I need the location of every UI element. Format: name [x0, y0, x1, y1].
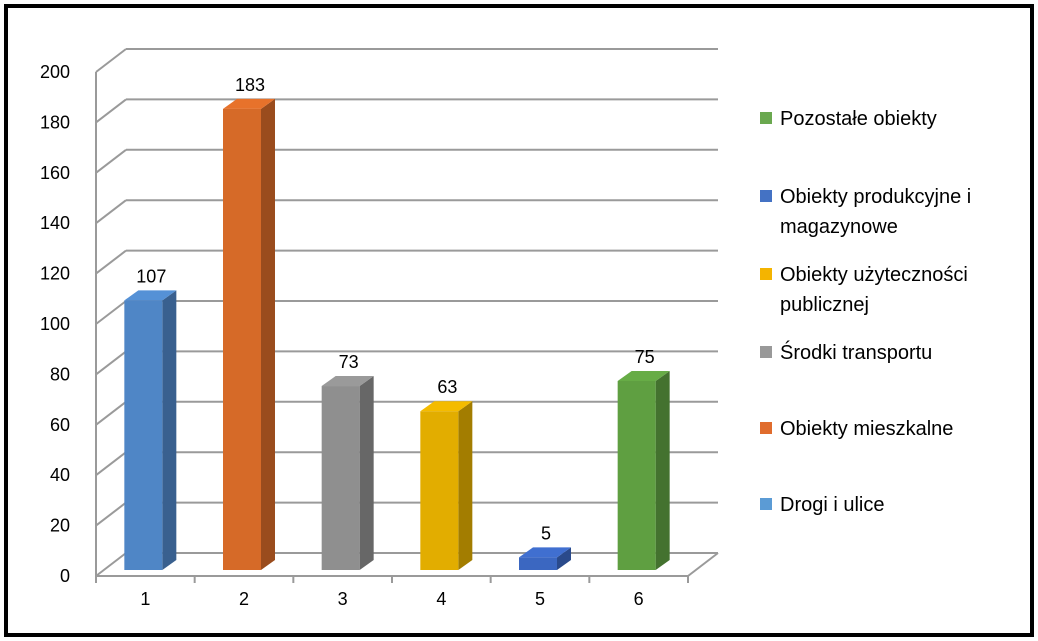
x-tick-label-4: 4 [436, 589, 446, 609]
legend-swatch-uzytecznosci [760, 268, 772, 280]
data-label-1: 107 [136, 266, 166, 286]
chart-axes [95, 72, 719, 583]
grid-diagonal-4 [95, 350, 127, 376]
data-label-6: 75 [635, 347, 655, 367]
grid-diagonal-0 [95, 552, 127, 577]
bar-top-6 [617, 371, 670, 381]
bar-side-6 [655, 371, 670, 570]
bar-side-5 [557, 547, 571, 570]
y-tick-label-4: 80 [50, 364, 70, 384]
legend-item-transport: Środki transportu [760, 338, 1030, 368]
legend-swatch-pozostale [760, 112, 772, 124]
x-tick-label-2: 2 [239, 589, 249, 609]
grid-diagonal-3 [95, 401, 127, 426]
floor-right-edge [687, 552, 719, 577]
y-tick-label-10: 200 [40, 62, 70, 82]
legend-label-mieszkalne: Obiekty mieszkalne [780, 418, 954, 440]
y-tick-label-1: 20 [50, 516, 70, 536]
y-tick-label-3: 60 [50, 415, 70, 435]
bar-front-2 [223, 108, 261, 570]
chart-labels: 0 20 40 60 80 100 120 140 160 180 200 107 1 183 2 73 3 63… [40, 62, 655, 609]
bar-side-2 [261, 98, 275, 570]
y-tick-label-7: 140 [40, 213, 70, 233]
y-tick-label-8: 160 [40, 163, 70, 183]
grid-diagonal-1 [95, 501, 127, 527]
bar-top-5 [519, 547, 571, 558]
grid-diagonal-7 [95, 199, 127, 224]
bar-side-3 [359, 376, 374, 570]
x-tick-label-3: 3 [338, 589, 348, 609]
legend-item-uzytecznosci: Obiekty użyteczności publicznej [760, 260, 1030, 320]
legend-swatch-mieszkalne [760, 422, 772, 434]
x-tick-label-1: 1 [140, 589, 150, 609]
y-tick-label-0: 0 [60, 566, 70, 586]
bar-front-4 [420, 411, 459, 570]
grid-diagonal-2 [95, 451, 127, 476]
bar-front-5 [519, 557, 557, 570]
data-label-4: 63 [437, 377, 457, 397]
bar-top-2 [223, 98, 275, 109]
legend-swatch-produkcyjne [760, 190, 772, 202]
legend-item-pozostale: Pozostałe obiekty [760, 104, 1030, 134]
bar-front-3 [321, 386, 360, 570]
legend-label-drogi: Drogi i ulice [780, 494, 885, 516]
grid-diagonal-6 [95, 249, 127, 275]
data-label-5: 5 [541, 523, 551, 543]
bar-front-1 [124, 300, 163, 570]
bar-top-3 [321, 376, 374, 387]
grid-diagonal-8 [95, 149, 127, 174]
bar-side-1 [162, 290, 177, 570]
grid-diagonal-9 [95, 98, 127, 124]
chart-bars [124, 98, 670, 570]
legend-label-transport: Środki transportu [780, 342, 933, 364]
legend-item-mieszkalne: Obiekty mieszkalne [760, 414, 1030, 444]
legend-label-uzytecznosci: Obiekty użyteczności publicznej [780, 264, 968, 316]
legend-swatch-transport [760, 346, 772, 358]
x-tick-label-6: 6 [634, 589, 644, 609]
y-tick-label-6: 120 [40, 264, 70, 284]
grid-diagonal-5 [95, 300, 127, 325]
legend-item-produkcyjne: Obiekty produkcyjne i magazynowe [760, 182, 1030, 242]
legend-label-pozostale: Pozostałe obiekty [780, 108, 937, 130]
bar-top-1 [124, 290, 177, 301]
x-tick-label-5: 5 [535, 589, 545, 609]
y-tick-label-9: 180 [40, 112, 70, 132]
y-tick-label-2: 40 [50, 465, 70, 485]
legend-label-produkcyjne: Obiekty produkcyjne i magazynowe [780, 186, 972, 238]
data-label-3: 73 [339, 352, 359, 372]
grid-diagonal-10 [95, 48, 127, 73]
bar-side-4 [458, 401, 473, 570]
legend-item-drogi: Drogi i ulice [760, 490, 1030, 520]
legend-swatch-drogi [760, 498, 772, 510]
y-tick-label-5: 100 [40, 314, 70, 334]
bar-front-6 [617, 381, 656, 570]
data-label-2: 183 [235, 75, 265, 95]
bar-top-4 [420, 401, 473, 412]
